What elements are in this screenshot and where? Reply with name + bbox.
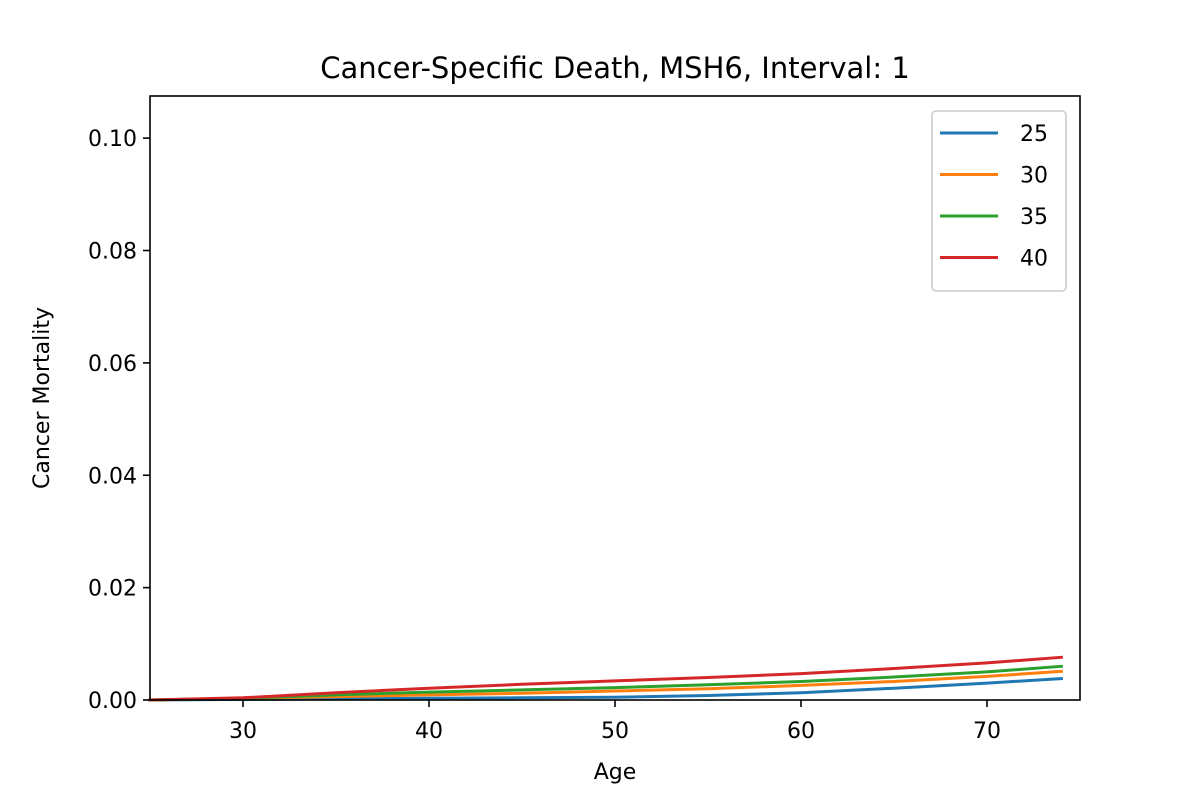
chart-title: Cancer-Specific Death, MSH6, Interval: 1 bbox=[320, 51, 910, 85]
x-axis-label: Age bbox=[594, 760, 637, 785]
y-tick-label: 0.06 bbox=[88, 352, 137, 377]
y-tick-label: 0.04 bbox=[88, 464, 137, 489]
legend-box bbox=[931, 110, 1067, 292]
series-line-25 bbox=[148, 677, 1063, 702]
series-line-40 bbox=[148, 655, 1064, 702]
x-tick-label: 50 bbox=[601, 719, 629, 744]
y-tick-label: 0.10 bbox=[88, 127, 137, 152]
y-axis-label: Cancer Mortality bbox=[30, 307, 55, 489]
legend-label-25: 25 bbox=[1020, 122, 1048, 147]
x-tick-label: 40 bbox=[415, 719, 443, 744]
legend-label-30: 30 bbox=[1020, 164, 1048, 189]
y-tick-label: 0.02 bbox=[88, 577, 137, 602]
x-tick-label: 70 bbox=[973, 719, 1001, 744]
y-tick-label: 0.08 bbox=[88, 240, 137, 265]
legend-label-35: 35 bbox=[1020, 205, 1048, 230]
axes-layer: 30 40 50 60 70 0.00 0.02 0.04 0.06 0.08 0.10 bbox=[88, 95, 1081, 744]
series-line-35 bbox=[148, 664, 1064, 702]
y-tick-label: 0.00 bbox=[88, 689, 137, 714]
legend: 25 30 35 40 bbox=[931, 110, 1067, 292]
x-tick-label: 30 bbox=[229, 719, 257, 744]
series-layer bbox=[148, 655, 1064, 702]
legend-label-40: 40 bbox=[1020, 247, 1048, 272]
x-tick-label: 60 bbox=[787, 719, 815, 744]
